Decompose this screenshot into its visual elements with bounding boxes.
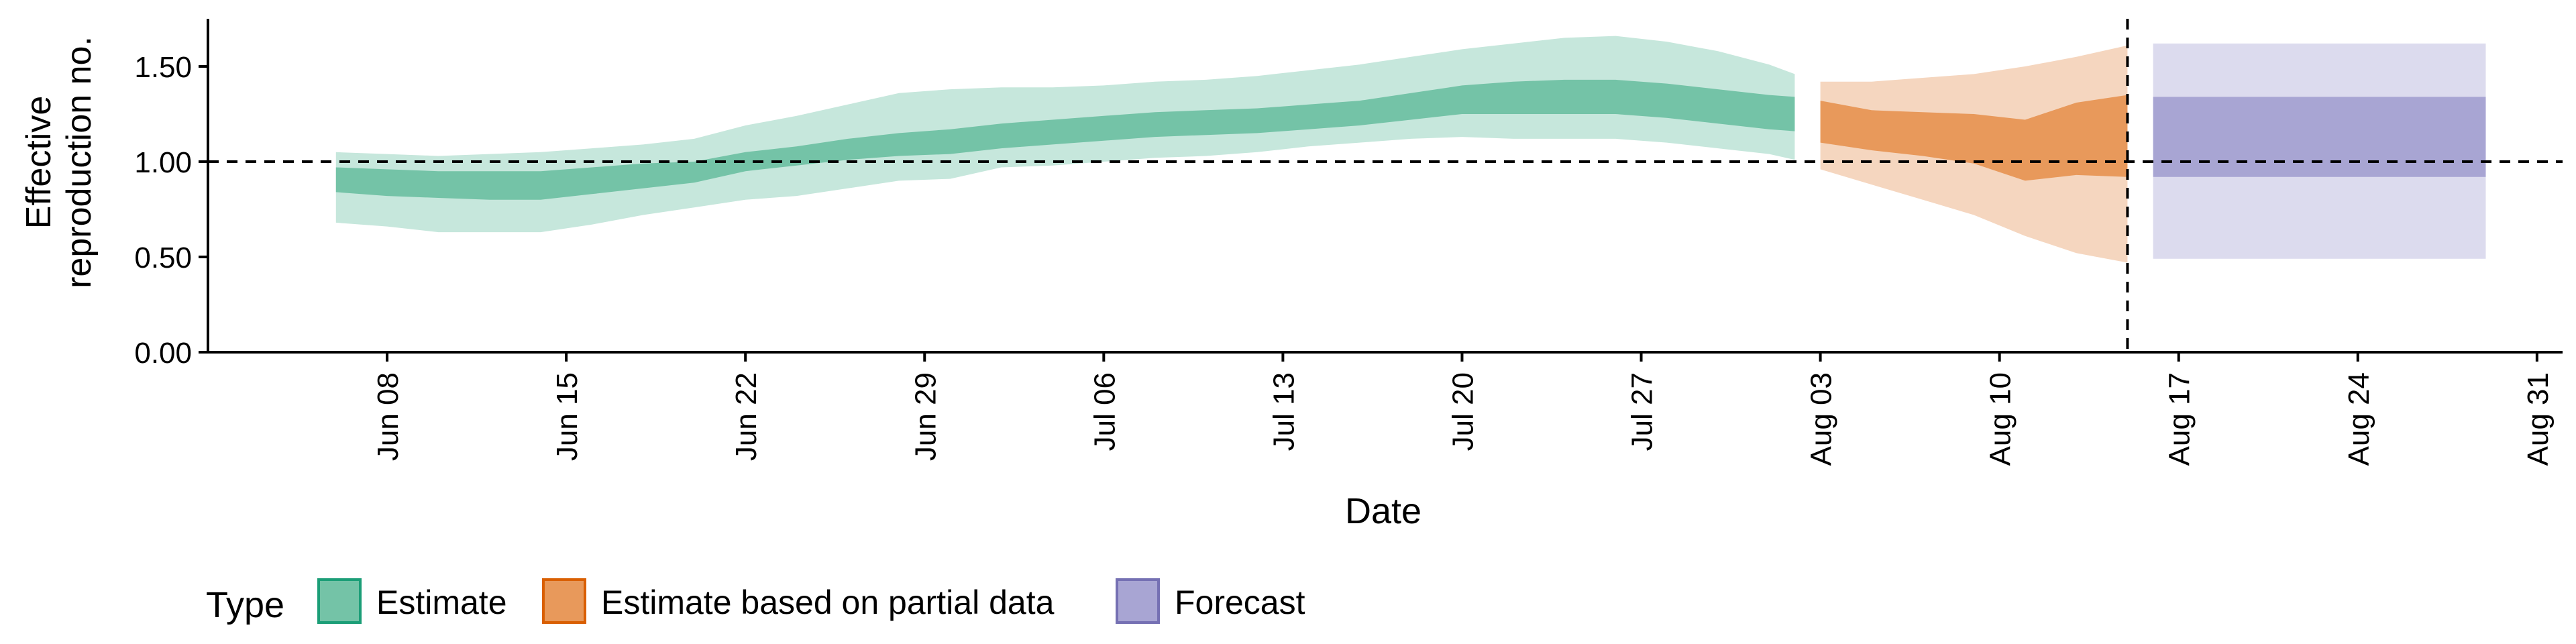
x-tick-label: Aug 17	[2163, 372, 2196, 466]
legend-key-forecast	[1116, 578, 1160, 624]
x-tick-label: Aug 24	[2343, 372, 2375, 466]
x-tick-label: Aug 10	[1984, 372, 2017, 466]
axes: 0.00 0.50 1.00 1.50 Jun 08 Jun 15 Jun 22 Jun 29…	[134, 19, 2563, 466]
x-tick-label: Jun 15	[551, 372, 584, 461]
estimate-based-on-partial-data-50-interval-band	[1820, 95, 2128, 181]
y-axis-title-line-2: reproduction no.	[60, 36, 99, 288]
legend: Type Estimate Estimate based on partial d…	[206, 578, 1305, 625]
x-tick-label: Jul 13	[1267, 372, 1300, 451]
x-tick-label: Aug 03	[1805, 372, 1838, 466]
y-tick-label: 1.50	[134, 51, 192, 84]
y-axis-title: Effective reproduction no.	[19, 36, 99, 288]
band-layer	[335, 36, 2486, 263]
legend-title: Type	[206, 585, 284, 625]
y-tick-label: 0.00	[134, 337, 192, 370]
x-tick-label: Jun 08	[372, 372, 405, 461]
x-axis-title: Date	[1345, 491, 1421, 531]
legend-label-forecast: Forecast	[1175, 584, 1305, 621]
legend-key-estimate-based-on-partial-data	[542, 578, 586, 624]
x-tick-label: Jul 06	[1088, 372, 1121, 451]
x-tick-label: Jun 22	[730, 372, 763, 461]
y-tick-label: 1.00	[134, 146, 192, 179]
x-tick-label: Jul 27	[1626, 372, 1659, 451]
x-tick-label: Jul 20	[1447, 372, 1480, 451]
legend-key-estimate	[317, 578, 362, 624]
x-tick-label: Jun 29	[909, 372, 942, 461]
y-axis-title-line-1: Effective	[19, 96, 58, 229]
y-tick-label: 0.50	[134, 241, 192, 274]
legend-label-estimate: Estimate	[376, 584, 507, 621]
forecast-50-interval-band	[2153, 97, 2486, 177]
estimate-50-interval-band	[335, 79, 1795, 200]
reference-lines	[208, 19, 2563, 352]
x-tick-label: Aug 31	[2522, 372, 2555, 466]
legend-label-estimate-based-on-partial-data: Estimate based on partial data	[601, 584, 1055, 621]
